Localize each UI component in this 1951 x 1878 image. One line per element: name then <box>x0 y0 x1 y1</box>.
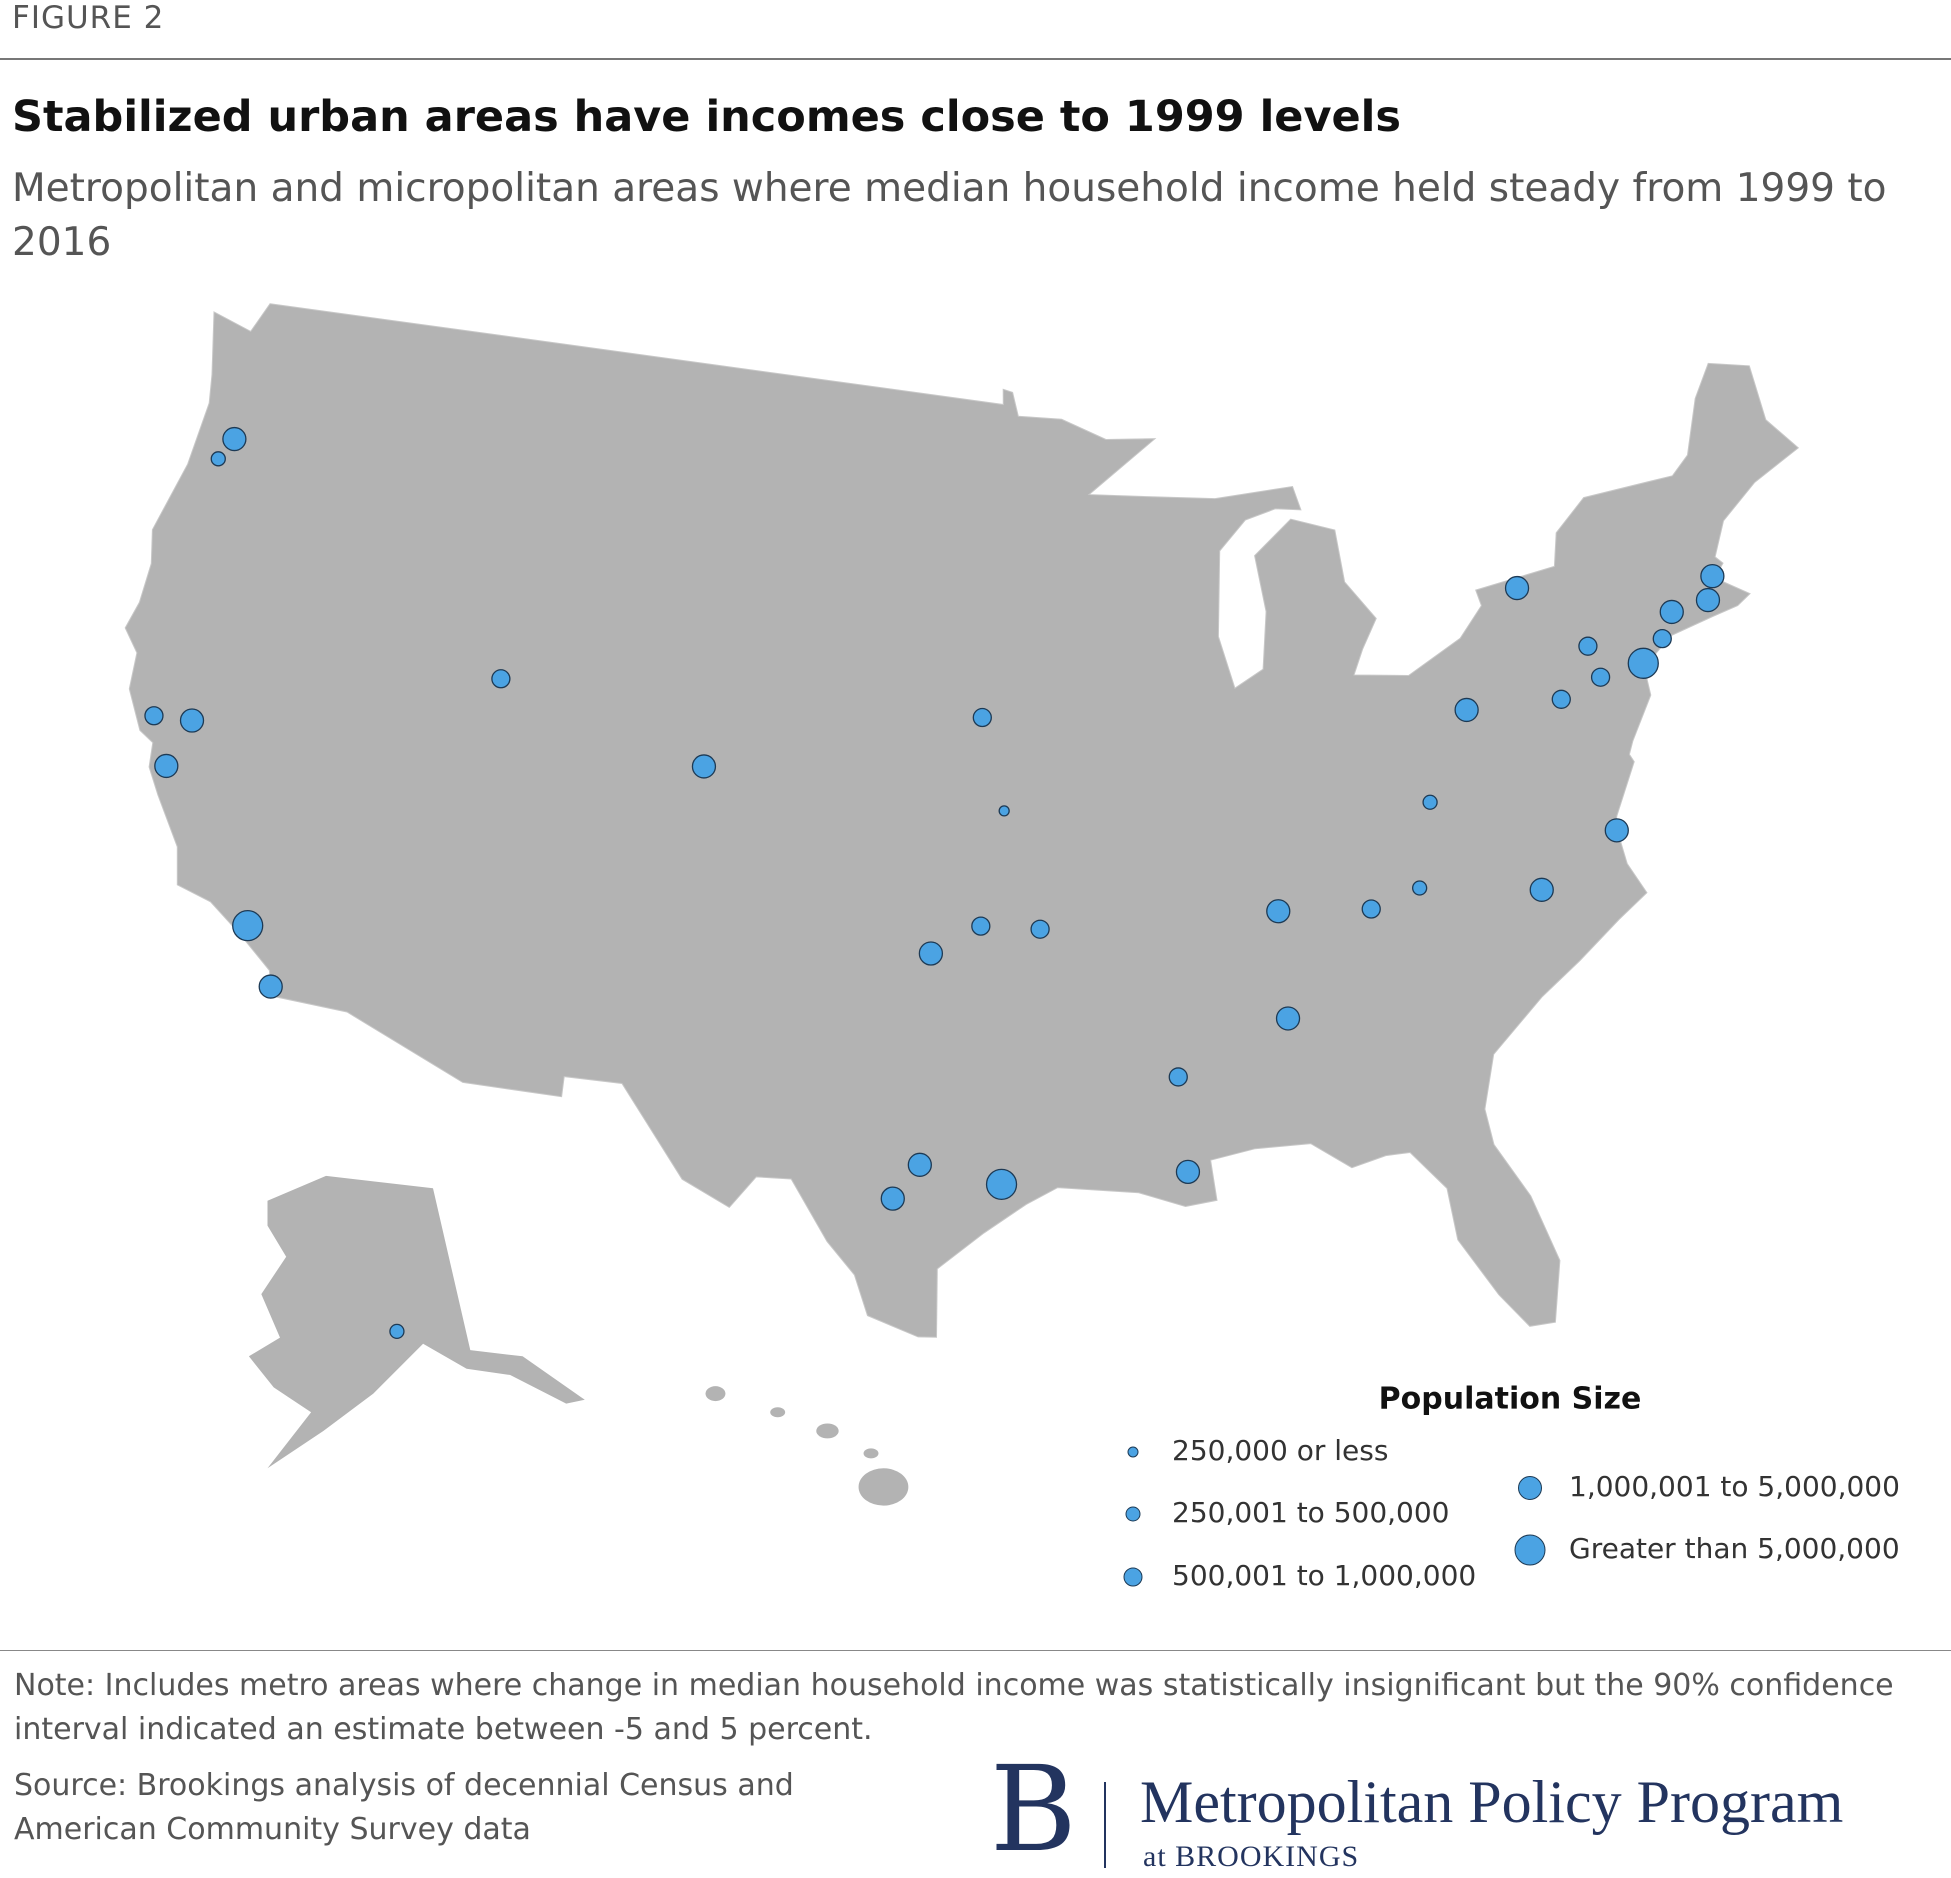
metro-dot <box>1578 636 1598 656</box>
metro-dot <box>491 669 511 689</box>
metro-dot <box>1454 697 1479 723</box>
legend-title: Population Size <box>1379 1382 1642 1417</box>
metro-dot <box>154 753 179 779</box>
metro-dot <box>210 451 226 467</box>
rule <box>0 58 1951 60</box>
legend-marker <box>1123 1567 1143 1587</box>
metro-dot <box>972 707 992 728</box>
legend-marker <box>1518 1476 1542 1500</box>
title: Stabilized urban areas have incomes clos… <box>12 92 1401 142</box>
legend-marker <box>1125 1506 1141 1522</box>
legend-label: Greater than 5,000,000 <box>1569 1532 1900 1565</box>
metro-dot <box>389 1323 405 1340</box>
metro-dot <box>144 706 164 726</box>
metro-dot <box>1422 794 1438 810</box>
metro-dot <box>1030 919 1050 939</box>
legend-label: 250,000 or less <box>1172 1434 1388 1467</box>
metro-dot <box>907 1152 932 1177</box>
hawaii-island <box>816 1423 839 1439</box>
metro-dot <box>232 909 264 942</box>
hawaii-island <box>863 1448 879 1459</box>
legend-marker <box>1127 1446 1139 1458</box>
metro-dot <box>1361 899 1381 919</box>
map: Population Size 250,000 or less 250,001 to… <box>124 303 1900 1592</box>
hawaii-island <box>705 1386 726 1402</box>
metro-dot <box>1529 877 1554 902</box>
metro-dot <box>1504 575 1530 601</box>
rule <box>0 1650 1951 1651</box>
legend-label: 500,001 to 1,000,000 <box>1172 1559 1476 1592</box>
metro-dot <box>691 754 717 779</box>
metro-dot <box>179 708 205 733</box>
metro-dot <box>1266 899 1291 924</box>
metro-dot <box>1652 628 1672 649</box>
metro-dot <box>880 1186 905 1211</box>
note: Note: Includes metro areas where change … <box>14 1668 1894 1747</box>
legend-label: 1,000,001 to 5,000,000 <box>1569 1470 1900 1503</box>
metro-dot <box>1275 1006 1301 1031</box>
metro-dot <box>1168 1067 1188 1087</box>
source: Source: Brookings analysis of decennial … <box>14 1768 794 1847</box>
metro-dot <box>985 1168 1018 1200</box>
metro-dot <box>1175 1159 1201 1185</box>
metro-dot <box>1627 647 1659 679</box>
hawaii-island <box>770 1407 786 1418</box>
figure-label: FIGURE 2 <box>12 0 165 36</box>
metro-dot <box>222 426 247 452</box>
metro-dot <box>1695 587 1721 613</box>
legend-marker <box>1514 1534 1546 1566</box>
metro-dot <box>258 974 283 999</box>
metro-dot <box>1604 818 1629 843</box>
subtitle: Metropolitan and micropolitan areas wher… <box>12 166 1887 265</box>
logo-name: Metropolitan Policy Program <box>1140 1769 1844 1835</box>
hawaii-island <box>858 1468 909 1506</box>
alaska-outline <box>248 1175 585 1469</box>
metro-dot <box>1700 563 1725 589</box>
metro-dot <box>1659 599 1684 625</box>
metro-dot <box>998 805 1010 817</box>
metro-dot <box>1590 667 1611 687</box>
metro-dot <box>971 916 991 936</box>
logo-bar <box>1104 1782 1106 1868</box>
metro-dot <box>1551 689 1571 709</box>
us-outline <box>124 303 1800 1338</box>
logo-letter: B <box>990 1740 1077 1878</box>
metro-dot <box>918 941 944 966</box>
metro-dot <box>1411 880 1428 896</box>
legend-label: 250,001 to 500,000 <box>1172 1496 1449 1529</box>
logo-sub: at BROOKINGS <box>1143 1840 1360 1873</box>
